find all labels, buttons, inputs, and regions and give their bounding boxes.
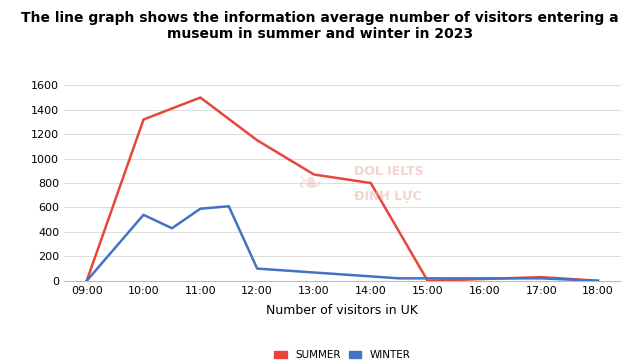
Text: ❧: ❧ xyxy=(296,170,322,198)
Text: DOL IELTS: DOL IELTS xyxy=(353,166,423,179)
Text: ĐINH LỰC: ĐINH LỰC xyxy=(353,190,421,203)
X-axis label: Number of visitors in UK: Number of visitors in UK xyxy=(266,304,419,317)
Legend: SUMMER, WINTER: SUMMER, WINTER xyxy=(274,350,411,360)
Text: The line graph shows the information average number of visitors entering a
museu: The line graph shows the information ave… xyxy=(21,11,619,41)
